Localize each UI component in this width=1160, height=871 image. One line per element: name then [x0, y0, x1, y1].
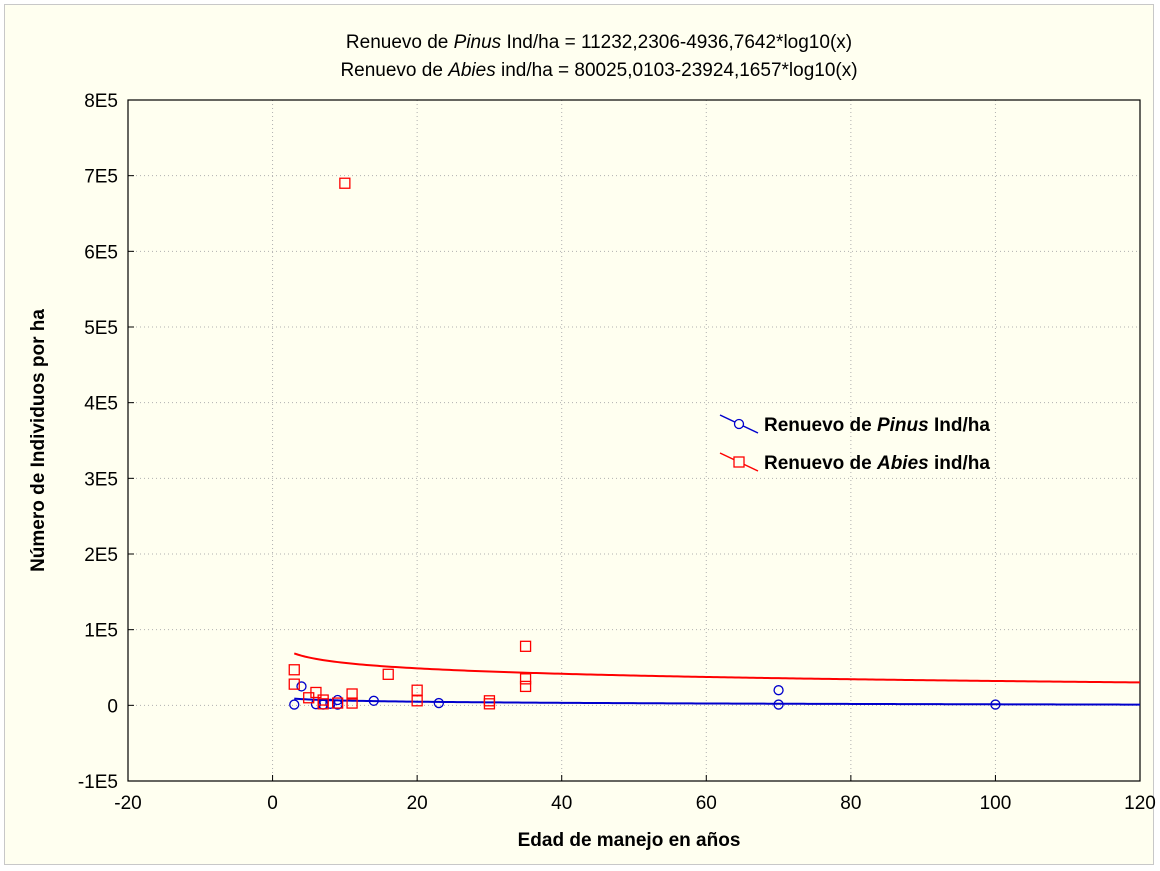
y-tick-label: 1E5	[84, 621, 118, 642]
title-line: Renuevo de Abies ind/ha = 80025,0103-239…	[340, 60, 857, 81]
legend-label-italic: Pinus	[877, 415, 929, 436]
chart-title: Renuevo de Pinus Ind/ha = 11232,2306-493…	[340, 32, 857, 81]
legend: Renuevo de Pinus Ind/ha Renuevo de Abies …	[720, 415, 990, 474]
y-tick-label: 3E5	[84, 469, 118, 490]
y-tick-label: 0	[107, 696, 118, 717]
title-suffix: ind/ha = 80025,0103-23924,1657*log10(x)	[496, 60, 858, 81]
y-tick-label: 7E5	[84, 167, 118, 188]
fit-line-pinus	[294, 699, 1140, 705]
x-tick-label: 0	[267, 793, 278, 814]
data-point-abies	[521, 674, 531, 684]
title-prefix: Renuevo de	[340, 60, 448, 81]
data-point-abies	[383, 669, 393, 679]
data-point-pinus	[290, 700, 299, 709]
fit-line-abies	[294, 653, 1140, 682]
title-line: Renuevo de Pinus Ind/ha = 11232,2306-493…	[346, 32, 852, 53]
x-tick-label: 100	[980, 793, 1012, 814]
legend-label-suffix: Ind/ha	[929, 415, 991, 436]
data-point-abies	[340, 178, 350, 188]
x-tick-label: 80	[840, 793, 861, 814]
data-point-abies	[412, 685, 422, 695]
title-italic: Abies	[447, 60, 496, 81]
legend-label-pinus: Renuevo de Pinus Ind/ha	[764, 415, 990, 436]
y-tick-label: 5E5	[84, 318, 118, 339]
legend-marker-abies	[734, 457, 744, 467]
title-italic: Pinus	[454, 32, 502, 53]
x-tick-label: 60	[696, 793, 717, 814]
y-tick-label: 4E5	[84, 394, 118, 415]
data-point-pinus	[774, 686, 783, 695]
x-axis-label: Edad de manejo en años	[518, 830, 741, 851]
y-tick-label: 8E5	[84, 91, 118, 112]
data-point-abies	[484, 696, 494, 706]
data-point-abies	[484, 699, 494, 709]
plot-area	[128, 100, 1140, 781]
data-point-abies	[521, 641, 531, 651]
title-prefix: Renuevo de	[346, 32, 454, 53]
legend-label-italic: Abies	[876, 453, 929, 474]
legend-marker-pinus	[735, 420, 744, 429]
data-point-pinus	[434, 699, 443, 708]
data-point-abies	[521, 681, 531, 691]
x-tick-label: 40	[551, 793, 572, 814]
legend-label-abies: Renuevo de Abies ind/ha	[764, 453, 990, 474]
y-tick-label: 2E5	[84, 545, 118, 566]
legend-label-prefix: Renuevo de	[764, 453, 877, 474]
legend-label-suffix: ind/ha	[929, 453, 991, 474]
legend-label-prefix: Renuevo de	[764, 415, 877, 436]
data-point-abies	[289, 665, 299, 675]
grid-lines	[128, 100, 1140, 781]
title-suffix: Ind/ha = 11232,2306-4936,7642*log10(x)	[501, 32, 852, 53]
y-axis-label: Número de Individuos por ha	[28, 309, 49, 572]
x-tick-label: 120	[1124, 793, 1156, 814]
fit-lines	[294, 653, 1140, 704]
y-tick-label: -1E5	[78, 772, 118, 793]
y-tick-label: 6E5	[84, 242, 118, 263]
x-tick-label: 20	[407, 793, 428, 814]
x-tick-label: -20	[114, 793, 141, 814]
